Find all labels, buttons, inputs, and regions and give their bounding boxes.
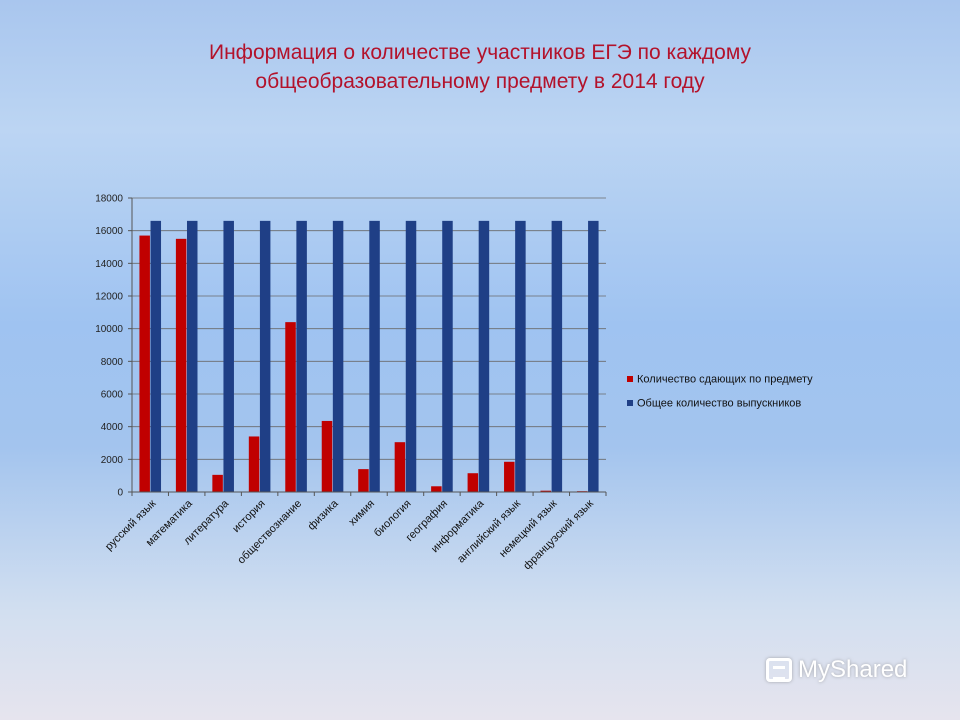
bar-graduates — [259, 220, 271, 492]
legend-swatch — [627, 376, 633, 382]
bar-graduates — [332, 220, 344, 492]
x-tick-label: история — [230, 498, 267, 535]
y-tick-label: 8000 — [101, 357, 124, 368]
bar-participants — [394, 442, 406, 492]
bar-participants — [467, 473, 479, 492]
legend-swatch — [627, 400, 633, 406]
bar-participants — [248, 436, 260, 492]
y-tick-label: 14000 — [95, 259, 123, 270]
y-tick-label: 2000 — [101, 455, 124, 466]
bar-participants — [358, 469, 369, 492]
watermark-logo: MyShared — [766, 656, 907, 684]
x-tick-label: французский язык — [521, 498, 596, 573]
bar-participants — [175, 238, 187, 492]
bar-graduates — [588, 220, 599, 492]
slide-title-line-2: общеобразовательному предмету в 2014 год… — [255, 70, 705, 93]
y-tick-label: 6000 — [101, 390, 124, 401]
y-tick-label: 12000 — [95, 292, 123, 303]
slide-title-line-1: Информация о количестве участников ЕГЭ п… — [208, 41, 752, 64]
legend-label: Общее количество выпускников — [637, 398, 801, 410]
y-tick-label: 10000 — [95, 324, 123, 335]
bar-participants — [504, 461, 515, 492]
bars — [139, 220, 599, 493]
bar-graduates — [296, 220, 307, 492]
gridlines — [132, 197, 606, 493]
x-tick-label: химия — [346, 498, 377, 529]
legend-label: Количество сдающих по предмету — [637, 374, 813, 386]
presentation-icon — [766, 658, 792, 682]
bar-graduates — [405, 220, 417, 492]
y-tick-label: 18000 — [95, 194, 123, 205]
y-tick-label: 4000 — [101, 422, 124, 433]
y-tick-label: 0 — [117, 488, 123, 499]
bar-participants — [212, 474, 223, 492]
y-tick-label: 16000 — [95, 226, 123, 237]
axes: 0 2000 4000 6000 8000 10000 12000 14000 16000 180… — [95, 194, 607, 573]
bar-graduates — [369, 220, 380, 492]
x-tick-label: английский язык — [455, 498, 523, 566]
x-tick-label: обществознание — [235, 498, 304, 567]
bar-graduates — [515, 220, 526, 492]
bar-participants — [321, 420, 333, 492]
bar-graduates — [478, 220, 490, 492]
bar-participants — [431, 486, 442, 492]
bar-graduates — [186, 220, 198, 492]
x-tick-label: физика — [306, 497, 342, 533]
bar-graduates — [551, 220, 563, 492]
bar-participants — [285, 322, 296, 492]
bar-graduates — [150, 220, 162, 492]
legend: Количество сдающих по предмету Общее коли… — [627, 374, 813, 410]
bar-graduates — [442, 220, 453, 492]
slide-title: Информация о количестве участников ЕГЭ п… — [0, 38, 960, 96]
bar-graduates — [223, 220, 234, 492]
bar-participants — [139, 235, 150, 493]
bar-participants — [540, 490, 552, 492]
watermark-text: MyShared — [798, 656, 908, 683]
